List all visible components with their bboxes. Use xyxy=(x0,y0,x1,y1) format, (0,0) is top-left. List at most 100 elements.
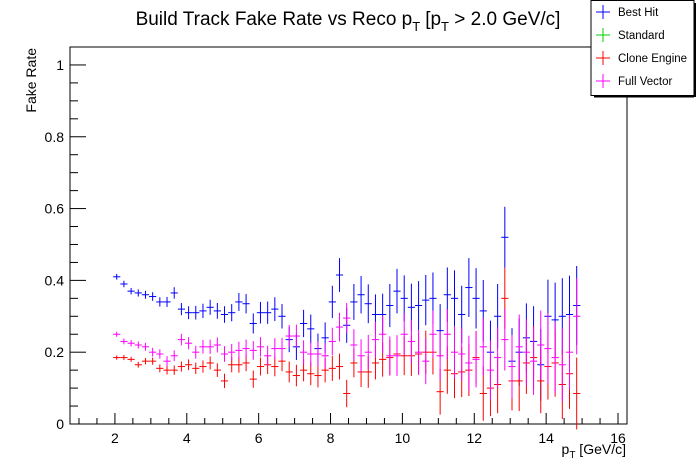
data-point xyxy=(271,356,279,377)
data-point xyxy=(249,341,257,360)
data-point xyxy=(163,356,171,367)
data-point xyxy=(450,326,459,379)
data-point xyxy=(343,303,351,334)
data-point xyxy=(529,327,538,395)
data-point xyxy=(486,340,495,400)
data-point xyxy=(458,327,466,381)
data-point xyxy=(515,314,523,380)
data-point xyxy=(285,361,293,383)
data-point xyxy=(170,350,178,362)
data-point xyxy=(400,313,408,356)
x-axis-label-main: p xyxy=(562,441,570,457)
chart-title-bracket-sub: T xyxy=(441,19,449,34)
data-point xyxy=(386,336,394,376)
data-point xyxy=(472,268,480,329)
chart-title-main: Build Track Fake Rate vs Reco p xyxy=(136,9,413,30)
data-point xyxy=(206,299,214,315)
data-point xyxy=(249,313,257,334)
y-tick-label: 0.4 xyxy=(45,272,65,288)
legend-entry: Full Vector xyxy=(596,74,672,88)
x-axis-label-tail: [GeV/c] xyxy=(575,441,626,457)
data-point xyxy=(371,321,380,358)
data-point xyxy=(335,312,344,342)
data-point xyxy=(429,310,437,358)
data-point xyxy=(256,301,265,324)
data-point xyxy=(328,327,336,356)
data-point xyxy=(206,356,214,370)
chart-title-bracket: [p xyxy=(425,9,441,30)
data-point xyxy=(343,379,351,408)
data-point xyxy=(192,362,200,375)
data-point xyxy=(307,314,315,344)
data-point xyxy=(213,363,221,377)
data-point xyxy=(278,304,286,329)
data-point xyxy=(573,357,581,430)
y-tick-label: 0.6 xyxy=(45,201,65,217)
data-point xyxy=(278,337,286,360)
data-point xyxy=(285,324,293,348)
data-point xyxy=(220,373,229,389)
data-point xyxy=(494,327,502,388)
data-point xyxy=(220,346,229,362)
data-point xyxy=(149,292,157,301)
data-point xyxy=(299,340,308,365)
data-point xyxy=(465,258,473,318)
data-point xyxy=(141,290,150,299)
data-point xyxy=(141,357,150,365)
data-point xyxy=(501,308,509,371)
data-point xyxy=(328,285,336,319)
chart-title: Build Track Fake Rate vs Reco pT [pT > 2.… xyxy=(136,9,561,34)
legend-entry: Standard xyxy=(596,28,665,42)
data-point xyxy=(235,356,243,373)
data-point xyxy=(113,331,121,337)
data-point xyxy=(149,357,157,365)
y-tick-label: 1 xyxy=(56,57,64,73)
data-point xyxy=(292,364,300,387)
chart-title-sub: T xyxy=(412,19,420,34)
data-point xyxy=(544,313,552,384)
data-point xyxy=(537,310,545,380)
data-point xyxy=(127,287,135,295)
data-point xyxy=(522,319,530,386)
data-point xyxy=(573,278,581,355)
data-point xyxy=(508,334,516,399)
data-point xyxy=(379,315,387,353)
data-point xyxy=(228,304,236,322)
data-point xyxy=(256,337,265,357)
x-axis-label: pT [GeV/c] xyxy=(562,441,626,461)
data-point xyxy=(335,258,344,292)
data-point xyxy=(364,334,372,370)
data-point xyxy=(163,365,171,375)
data-point xyxy=(414,281,423,330)
data-point xyxy=(177,333,185,346)
data-point xyxy=(134,361,142,368)
data-point xyxy=(249,370,257,388)
data-point xyxy=(242,294,250,314)
y-tick-label: 0 xyxy=(56,416,64,432)
data-point xyxy=(134,289,142,297)
data-point xyxy=(407,319,415,363)
data-point xyxy=(558,328,566,402)
x-tick-label: 12 xyxy=(466,430,482,446)
data-point xyxy=(184,359,193,371)
x-tick-label: 16 xyxy=(610,430,626,446)
data-point xyxy=(156,297,164,307)
data-point xyxy=(235,292,243,311)
data-point xyxy=(213,337,221,353)
data-point xyxy=(163,296,171,307)
data-point xyxy=(170,287,178,299)
legend-box xyxy=(590,0,695,96)
data-point xyxy=(120,280,128,288)
data-point xyxy=(256,357,265,376)
x-tick-label: 6 xyxy=(255,430,263,446)
data-point xyxy=(307,341,315,367)
data-point xyxy=(177,303,185,316)
data-point xyxy=(213,303,221,319)
data-point xyxy=(551,321,559,394)
legend-label: Full Vector xyxy=(618,76,672,88)
data-point xyxy=(465,335,473,391)
data-point xyxy=(264,345,272,366)
data-point xyxy=(184,306,193,320)
data-point xyxy=(156,364,164,373)
data-point xyxy=(192,345,200,359)
